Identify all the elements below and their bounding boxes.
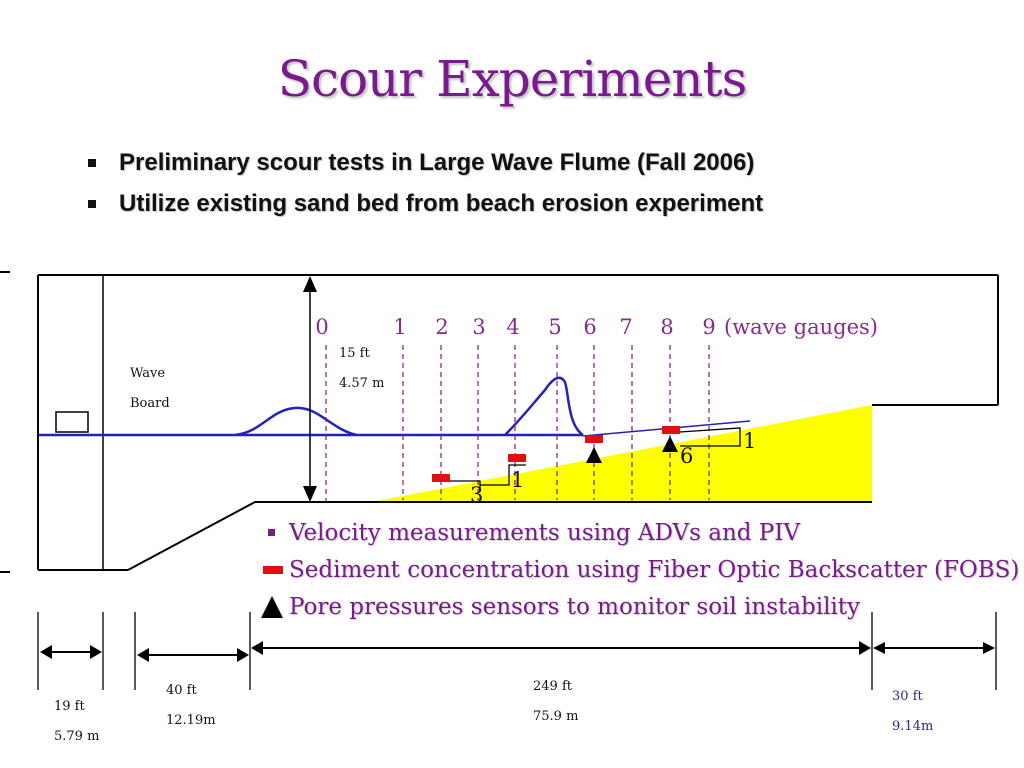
sand-bed xyxy=(372,405,872,502)
square-bullet-icon xyxy=(88,199,96,208)
wave-board-label: Wave xyxy=(130,366,165,381)
wave-board-box xyxy=(55,411,89,433)
depth-arrow xyxy=(303,276,317,502)
diagram-small-labels: Wave Board 15 ft 4.57 m xyxy=(130,346,384,411)
gauge-label: 0 xyxy=(315,315,328,339)
wave-board-label: Board xyxy=(130,396,170,411)
bullet-list: Preliminary scour tests in Large Wave Fl… xyxy=(88,142,763,224)
pore-pressure-triangle-icon xyxy=(586,447,602,463)
callout-labels: 3 1 6 1 xyxy=(470,429,756,507)
gauge-caption: (wave gauges) xyxy=(724,315,878,339)
slide-title: Scour Experiments xyxy=(277,50,748,108)
gauge-label: 7 xyxy=(619,315,632,339)
fobs-sensor-icon xyxy=(508,454,526,462)
dimension-arrows xyxy=(48,647,986,656)
legend-item-pore-pressure: Pore pressures sensors to monitor soil i… xyxy=(260,588,1019,625)
dimension-value: 249 ft xyxy=(533,679,572,694)
gauge-label: 2 xyxy=(435,315,448,339)
depth-label: 15 ft xyxy=(339,346,370,361)
legend: Velocity measurements using ADVs and PIV… xyxy=(260,514,1019,625)
dimension-guides xyxy=(37,612,997,690)
pore-pressure-triangle-icon xyxy=(662,436,678,452)
gauge-label: 8 xyxy=(660,315,673,339)
gauge-label: 5 xyxy=(548,315,561,339)
callout-label: 3 xyxy=(470,483,483,507)
gauge-number-labels: 0 1 2 3 4 5 6 7 8 9 (wave gauges) xyxy=(315,315,878,339)
bullet-item: Utilize existing sand bed from beach ero… xyxy=(88,183,763,224)
square-bullet-icon xyxy=(268,529,275,536)
fobs-sensor-icon xyxy=(585,435,603,443)
dimension-value: 9.14m xyxy=(892,719,934,734)
legend-text: Sediment concentration using Fiber Optic… xyxy=(289,556,1020,583)
legend-text: Velocity measurements using ADVs and PIV xyxy=(289,519,800,546)
fobs-sensors xyxy=(432,426,680,482)
dimension-value: 30 ft xyxy=(892,689,923,704)
legend-text: Pore pressures sensors to monitor soil i… xyxy=(289,593,861,620)
gauge-label: 3 xyxy=(472,315,485,339)
dimension-label-19ft: 19 ft 5.79 m xyxy=(54,692,99,752)
gauge-label: 6 xyxy=(583,315,596,339)
gauge-label: 9 xyxy=(702,315,715,339)
dimension-value: 40 ft xyxy=(166,683,197,698)
bullet-text: Preliminary scour tests in Large Wave Fl… xyxy=(119,148,755,176)
gauge-label: 1 xyxy=(393,315,406,339)
dimension-value: 12.19m xyxy=(166,713,216,728)
callout-brackets xyxy=(450,427,741,491)
callout-label: 6 xyxy=(680,444,693,468)
fobs-sensor-icon xyxy=(263,565,283,574)
pore-pressure-sensors xyxy=(586,436,678,463)
dimension-label-30ft: 30 ft 9.14m xyxy=(892,682,933,742)
square-bullet-icon xyxy=(88,158,96,167)
dimension-arrowheads xyxy=(40,641,995,662)
callout-label: 1 xyxy=(743,429,756,453)
bullet-item: Preliminary scour tests in Large Wave Fl… xyxy=(88,142,763,183)
dimension-label-249ft: 249 ft 75.9 m xyxy=(533,672,578,732)
legend-item-sediment: Sediment concentration using Fiber Optic… xyxy=(260,551,1019,588)
legend-item-velocity: Velocity measurements using ADVs and PIV xyxy=(260,514,1019,551)
fobs-sensor-icon xyxy=(432,474,450,482)
dimension-label-40ft: 40 ft 12.19m xyxy=(166,676,216,736)
dimension-value: 5.79 m xyxy=(54,729,100,744)
dimension-value: 19 ft xyxy=(54,699,85,714)
depth-label: 4.57 m xyxy=(339,376,384,391)
fobs-sensor-icon xyxy=(662,426,680,434)
flume-outline xyxy=(37,274,999,571)
callout-label: 1 xyxy=(511,468,524,492)
gauge-label: 4 xyxy=(506,315,519,339)
bullet-text: Utilize existing sand bed from beach ero… xyxy=(119,189,764,217)
pore-pressure-triangle-icon xyxy=(261,595,283,618)
dimension-value: 75.9 m xyxy=(533,709,579,724)
